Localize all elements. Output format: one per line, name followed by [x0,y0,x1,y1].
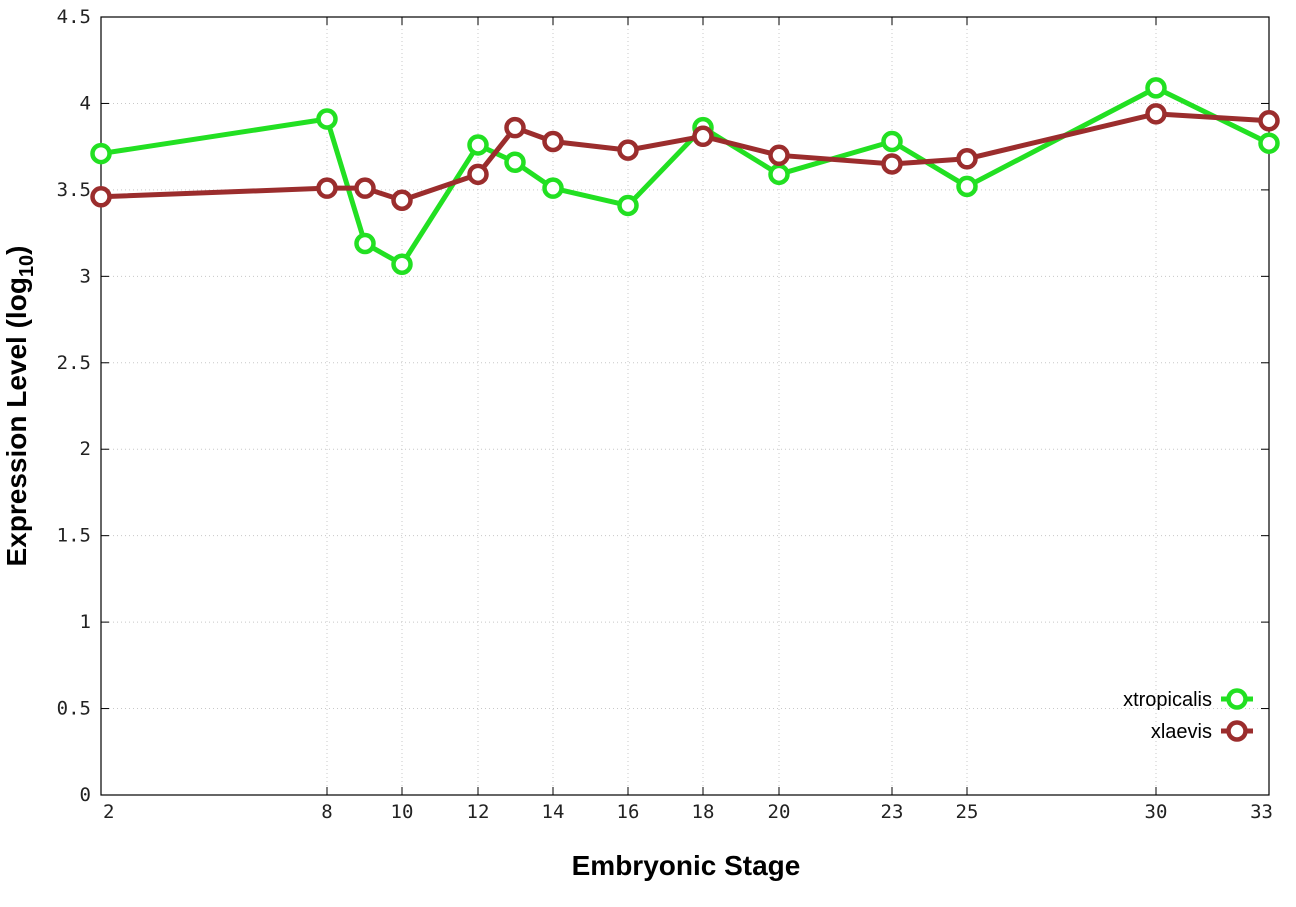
y-tick-label: 3.5 [57,179,91,201]
y-axis-title-sub: 10 [16,255,38,277]
tick-labels: 0 0.5 1 1.5 2 2.5 3 3.5 4 4.5 2 8 10 12 14 16 18 20 23 25 30… [57,6,1273,823]
legend: xtropicalis xlaevis [1123,688,1253,743]
legend-label: xlaevis [1151,721,1212,743]
y-tick-label: 2 [80,438,91,460]
data-point [768,144,790,167]
data-point [391,189,413,212]
y-axis-title-main: Expression Level (log [1,277,32,566]
y-axis-title: Expression Level (log10) [1,246,38,567]
x-tick-label: 10 [391,801,414,823]
y-tick-label: 2.5 [57,352,91,374]
series-line [100,85,1271,267]
data-point [504,151,526,173]
data-point [504,116,526,139]
x-tick-label: 30 [1145,801,1168,823]
data-point [692,125,714,148]
x-tick-label: 12 [467,801,490,823]
data-point [316,108,338,130]
x-tick-label: 16 [617,801,640,823]
y-tick-label: 4.5 [57,6,91,28]
data-point [90,186,112,208]
y-tick-label: 3 [80,265,91,287]
data-point [354,177,376,199]
x-tick-label: 18 [692,801,715,823]
grid-lines [101,17,1269,795]
data-point [1145,77,1167,99]
series-xlaevis [90,103,1280,212]
y-tick-label: 1.5 [57,525,91,547]
x-axis-title: Embryonic Stage [572,850,801,881]
data-point [617,139,639,161]
x-tick-label: 23 [881,801,904,823]
data-point [1258,132,1280,154]
legend-swatch-marker [1226,720,1248,742]
data-point [1145,103,1167,125]
data-point [316,177,338,199]
plot-frame [100,16,1270,796]
axes [100,16,1270,796]
x-tick-label: 20 [768,801,791,823]
series-xtropicalis [90,77,1280,275]
y-tick-label: 0.5 [57,698,91,720]
x-tick-label: 8 [321,801,332,823]
data-point [768,163,790,186]
data-series [90,77,1280,275]
legend-swatch-marker [1226,688,1248,710]
y-axis-title-end: ) [1,246,32,255]
data-point [467,163,489,186]
data-point [391,253,413,275]
data-point [956,175,978,198]
x-tick-label: 33 [1250,801,1273,823]
x-tick-label: 25 [956,801,979,823]
data-point [617,194,639,217]
data-point [956,148,978,170]
legend-label: xtropicalis [1123,689,1212,711]
data-point [90,142,112,165]
data-point [542,130,564,153]
data-point [881,130,903,153]
y-tick-label: 1 [80,611,91,633]
data-point [354,232,376,255]
y-tick-label: 0 [80,784,91,806]
y-tick-label: 4 [80,92,91,114]
data-point [542,177,564,199]
x-tick-label: 2 [103,801,114,823]
x-tick-label: 14 [542,801,565,823]
data-point [1258,109,1280,132]
data-point [881,153,903,175]
data-point [467,134,489,156]
